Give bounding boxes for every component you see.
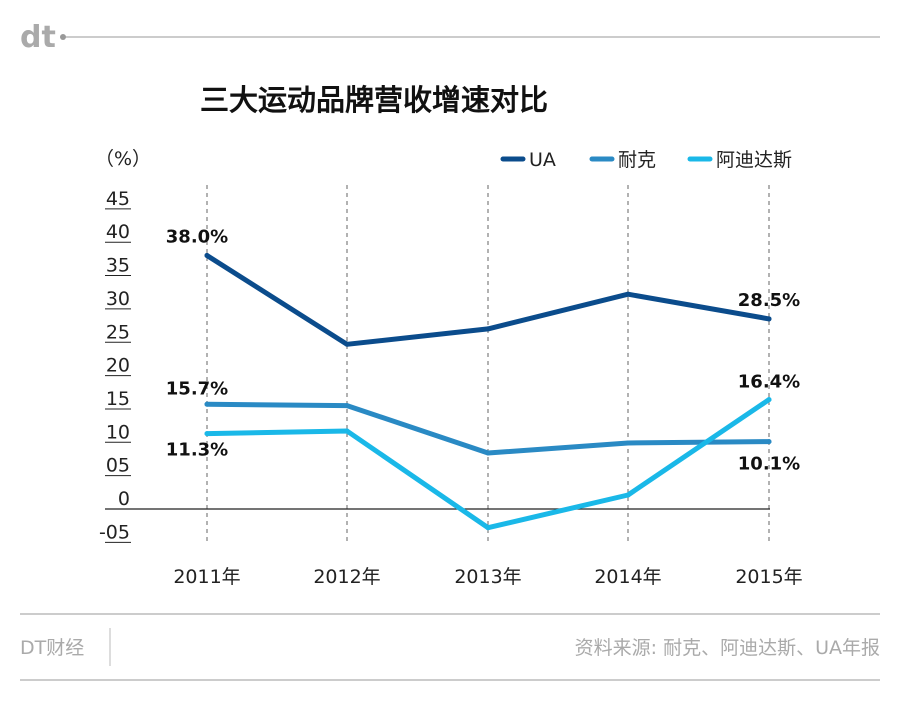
data-point xyxy=(204,253,210,259)
data-point xyxy=(766,439,772,445)
data-label: 15.7% xyxy=(166,378,228,399)
dt-logo: dt xyxy=(20,20,56,55)
x-tick-label: 2014年 xyxy=(594,566,661,588)
y-tick-label: 15 xyxy=(106,388,130,410)
y-tick-label: -05 xyxy=(99,521,130,543)
y-tick-label: 40 xyxy=(106,221,130,243)
data-label: 28.5% xyxy=(738,290,800,311)
x-tick-label: 2011年 xyxy=(173,566,240,588)
chart-title: 三大运动品牌营收增速对比 xyxy=(200,83,548,117)
x-tick-label: 2015年 xyxy=(735,566,802,588)
data-point xyxy=(625,440,631,446)
data-point xyxy=(485,450,491,456)
legend-label: UA xyxy=(529,149,556,171)
y-tick-label: 10 xyxy=(106,421,130,443)
data-label: 16.4% xyxy=(738,372,800,393)
data-point xyxy=(625,492,631,498)
y-axis-unit: （%） xyxy=(95,148,151,170)
legend: UA 耐克 阿迪达斯 xyxy=(500,149,792,171)
data-point xyxy=(485,326,491,332)
legend-label: 阿迪达斯 xyxy=(716,149,792,171)
data-point xyxy=(344,403,350,409)
y-tick-label: 05 xyxy=(106,455,130,477)
data-point xyxy=(344,341,350,347)
data-point xyxy=(204,401,210,407)
y-tick-label: 0 xyxy=(118,488,130,510)
footer-brand: DT财经 xyxy=(20,637,84,659)
y-tick-label: 20 xyxy=(106,355,130,377)
y-tick-label: 25 xyxy=(106,321,130,343)
data-point xyxy=(485,525,491,531)
data-point xyxy=(625,291,631,297)
x-tick-label: 2012年 xyxy=(313,566,380,588)
x-tick-label: 2013年 xyxy=(454,566,521,588)
legend-label: 耐克 xyxy=(618,149,656,171)
data-point xyxy=(344,428,350,434)
data-label: 10.1% xyxy=(738,454,800,475)
data-point xyxy=(766,316,772,322)
data-label: 38.0% xyxy=(166,227,228,248)
source-note: 资料来源: 耐克、阿迪达斯、UA年报 xyxy=(575,637,880,659)
y-tick-label: 30 xyxy=(106,288,130,310)
data-point xyxy=(766,397,772,403)
plot-area: 45 40 35 30 25 20 15 10 05 0 -05 2011年 2012年 2013年 201… xyxy=(99,185,803,588)
y-tick-label: 45 xyxy=(106,188,130,210)
data-label: 11.3% xyxy=(166,440,228,461)
y-tick-label: 35 xyxy=(106,255,130,277)
data-point xyxy=(204,431,210,437)
